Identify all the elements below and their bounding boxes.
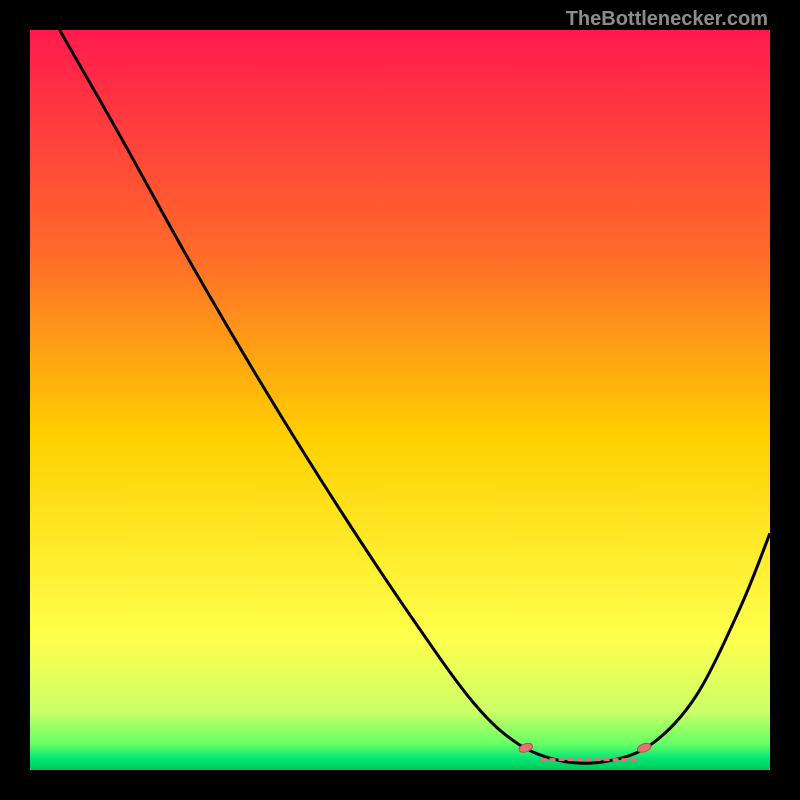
valley-marker-0 [518,742,534,754]
chart-wrap: TheBottlenecker.com [0,0,800,800]
watermark-text: TheBottlenecker.com [566,8,768,31]
plot-area [30,30,770,770]
valley-markers [30,30,770,770]
valley-marker-1 [636,742,652,754]
